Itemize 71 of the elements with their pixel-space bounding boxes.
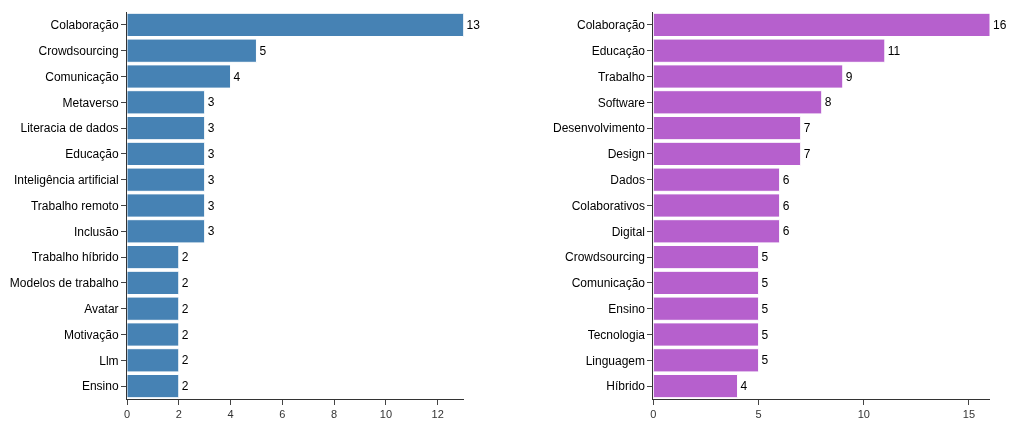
y-tick-label: Design: [607, 147, 646, 162]
x-tick-label: 15: [962, 408, 976, 421]
data-label: 4: [740, 379, 748, 394]
data-label: 4: [233, 69, 241, 84]
y-tick-label: Ensino: [81, 379, 119, 394]
y-tick-label: Inteligência artificial: [13, 172, 119, 187]
x-tick-label: 10: [857, 408, 870, 421]
data-label: 5: [761, 353, 769, 368]
y-tick-label: Metaverso: [62, 95, 119, 110]
x-tick-label: 10: [379, 408, 393, 421]
data-label: 2: [181, 275, 189, 290]
x-tick-label: 2: [175, 408, 182, 421]
data-label: 9: [845, 69, 853, 84]
data-label: 3: [207, 121, 215, 136]
y-tick-label: Ensino: [608, 301, 646, 316]
data-label: 5: [761, 301, 769, 316]
data-label: 16: [993, 17, 1007, 32]
y-tick-label: Híbrido: [606, 379, 646, 394]
data-label: 6: [782, 198, 790, 213]
data-label: 13: [466, 17, 481, 32]
data-label: 11: [887, 43, 901, 58]
data-label: 5: [761, 327, 769, 342]
y-tick-label: Crowdsourcing: [564, 250, 646, 265]
y-tick-label: Trabalho remoto: [30, 198, 119, 213]
data-label: 3: [207, 172, 215, 187]
x-tick-label: 8: [331, 408, 338, 421]
y-tick-label: Educação: [591, 43, 646, 58]
data-label: 6: [782, 172, 790, 187]
x-tick-label: 5: [755, 408, 762, 421]
y-tick-label: Trabalho: [598, 69, 646, 84]
data-label: 2: [181, 353, 189, 368]
y-tick-label: Trabalho híbrido: [31, 250, 119, 265]
y-tick-label: Educação: [65, 147, 119, 162]
data-label: 7: [803, 121, 811, 136]
data-label: 8: [824, 95, 832, 110]
data-label: 6: [782, 224, 790, 239]
x-tick-label: 0: [650, 408, 657, 421]
x-tick-label: 4: [227, 408, 234, 421]
y-tick-label: Modelos de trabalho: [9, 276, 119, 291]
data-label: 2: [181, 327, 189, 342]
y-tick-label: Crowdsourcing: [38, 43, 119, 58]
data-label: 3: [207, 95, 215, 110]
y-tick-label: Desenvolvimento: [552, 121, 646, 136]
y-tick-label: Colaboração: [50, 18, 119, 33]
y-tick-label: Colaboração: [576, 18, 646, 33]
x-tick-label: 0: [123, 408, 131, 421]
y-tick-label: Literacia de dados: [20, 121, 119, 136]
y-tick-label: Motivação: [63, 327, 119, 342]
y-tick-label: Linguagem: [585, 353, 646, 368]
y-tick-label: Llm: [99, 353, 119, 368]
x-tick-label: 12: [431, 408, 444, 421]
data-label: 5: [761, 250, 769, 265]
y-tick-label: Avatar: [84, 301, 119, 316]
x-tick-label: 6: [279, 408, 286, 421]
data-label: 3: [207, 198, 215, 213]
data-label: 5: [761, 275, 769, 290]
y-tick-label: Tecnologia: [587, 327, 646, 342]
data-label: 3: [207, 224, 215, 239]
y-tick-label: Inclusão: [73, 224, 119, 239]
data-label: 5: [259, 43, 267, 58]
y-tick-label: Dados: [610, 172, 646, 187]
y-tick-label: Comunicação: [45, 69, 119, 84]
data-label: 2: [181, 301, 189, 316]
y-tick-label: Digital: [611, 224, 646, 239]
data-label: 2: [181, 250, 189, 265]
y-tick-label: Software: [597, 95, 646, 110]
y-tick-label: Comunicação: [571, 276, 646, 291]
data-label: 7: [803, 146, 811, 161]
data-label: 2: [181, 379, 189, 394]
y-tick-label: Colaborativos: [571, 198, 646, 213]
data-label: 3: [207, 146, 215, 161]
